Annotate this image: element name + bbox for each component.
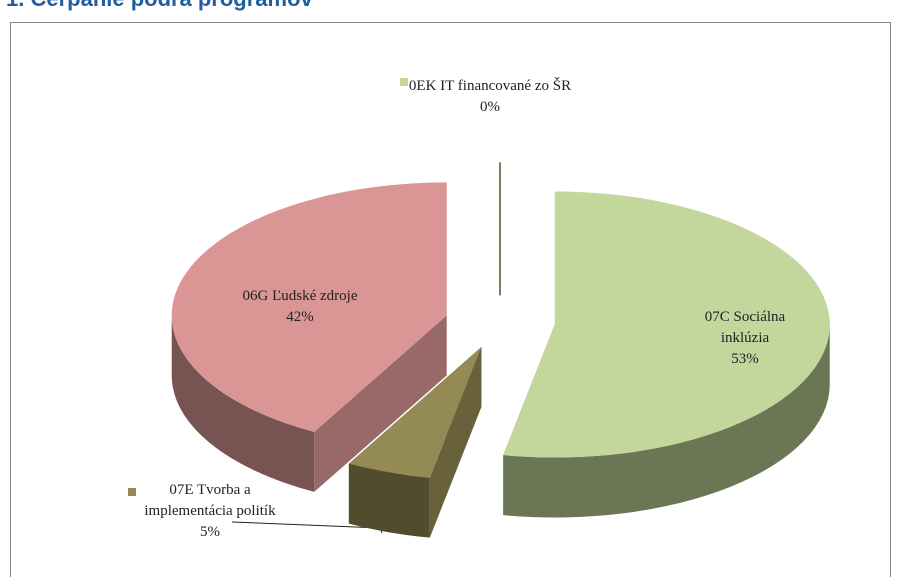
- slice-side: [314, 315, 447, 492]
- category-label: 07C Sociálna inklúzia: [704, 309, 786, 346]
- slice-top: [503, 191, 830, 458]
- value-label: 42%: [286, 309, 314, 325]
- chart-title: 1. Čerpanie podľa programov: [6, 0, 313, 12]
- category-label: 07E Tvorba a implementácia politík: [144, 482, 276, 519]
- value-label: 0%: [480, 99, 500, 115]
- pie-slice: [348, 347, 482, 538]
- legend-key: [128, 488, 136, 496]
- data-label: 0EK IT financované zo ŠR 0%: [405, 76, 575, 118]
- slice-top: [348, 347, 482, 478]
- slice-wall: [171, 315, 315, 492]
- slice-top: [171, 182, 447, 432]
- data-label: 07C Sociálna inklúzia 53%: [680, 307, 810, 370]
- pie-slice: [171, 182, 447, 492]
- category-label: 0EK IT financované zo ŠR: [408, 78, 572, 94]
- legend-key: [400, 78, 408, 86]
- value-label: 53%: [731, 351, 759, 367]
- category-label: 06G Ľudské zdroje: [242, 288, 358, 304]
- data-label: 07E Tvorba a implementácia politík 5%: [140, 480, 280, 543]
- data-label: 06G Ľudské zdroje 42%: [200, 286, 400, 328]
- value-label: 5%: [200, 524, 220, 540]
- slice-wall: [348, 463, 430, 538]
- slice-wall: [503, 324, 830, 518]
- pie-slice: [503, 191, 830, 518]
